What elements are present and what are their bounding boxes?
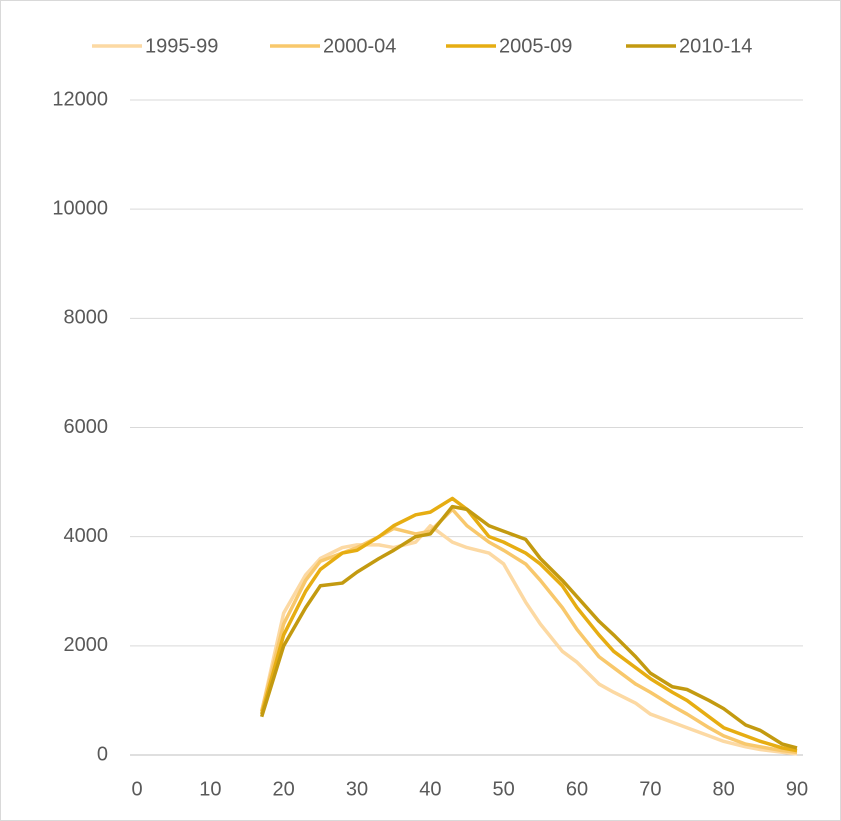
x-tick-label: 90 bbox=[786, 778, 808, 800]
x-tick-label: 50 bbox=[493, 778, 515, 800]
x-tick-label: 20 bbox=[273, 778, 295, 800]
x-tick-label: 10 bbox=[199, 778, 221, 800]
series-line bbox=[259, 504, 798, 750]
legend-label: 2000-04 bbox=[323, 35, 396, 57]
legend-label: 2010-14 bbox=[679, 35, 752, 57]
y-tick-label: 0 bbox=[97, 743, 108, 765]
y-tick-label: 10000 bbox=[52, 197, 108, 219]
series-line bbox=[259, 496, 798, 753]
x-tick-label: 0 bbox=[131, 778, 142, 800]
series-line bbox=[259, 524, 798, 756]
y-tick-label: 4000 bbox=[64, 525, 109, 547]
x-tick-label: 80 bbox=[713, 778, 735, 800]
x-tick-label: 40 bbox=[419, 778, 441, 800]
y-tick-label: 8000 bbox=[64, 307, 109, 329]
y-tick-label: 12000 bbox=[52, 88, 108, 110]
x-tick-label: 30 bbox=[346, 778, 368, 800]
x-tick-label: 60 bbox=[566, 778, 588, 800]
series-line bbox=[259, 507, 798, 755]
x-tick-label: 70 bbox=[639, 778, 661, 800]
y-tick-label: 2000 bbox=[64, 634, 109, 656]
legend-label: 1995-99 bbox=[145, 35, 218, 57]
legend-label: 2005-09 bbox=[499, 35, 572, 57]
y-tick-label: 6000 bbox=[64, 416, 109, 438]
